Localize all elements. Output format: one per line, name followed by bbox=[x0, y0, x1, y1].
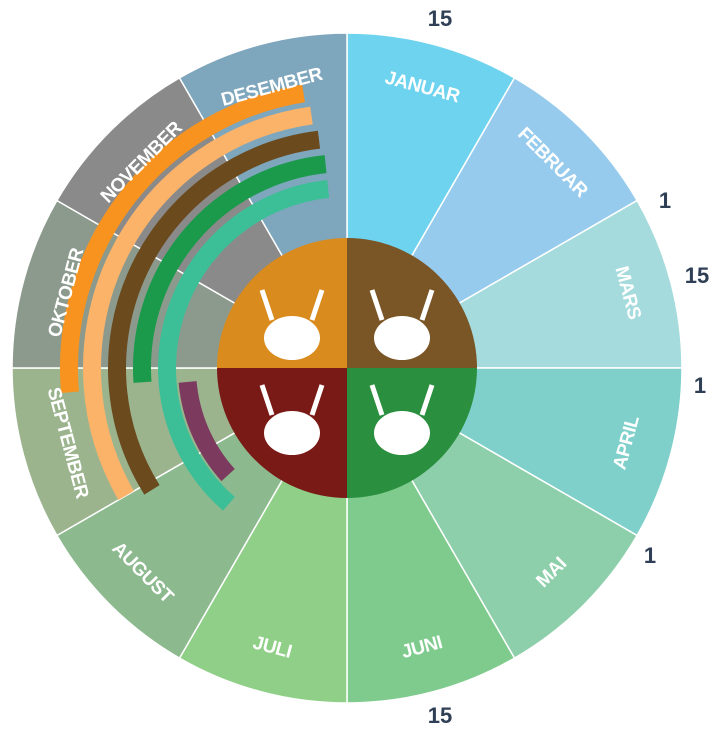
animal-silhouette bbox=[264, 411, 320, 455]
edge-label: 1 bbox=[659, 188, 671, 213]
edge-label: 1 bbox=[694, 373, 706, 398]
edge-label: 1 bbox=[644, 543, 656, 568]
edge-label: 15 bbox=[428, 6, 452, 31]
season-wheel: JANUARFEBRUARMARSAPRILMAIJUNIJULIAUGUSTS… bbox=[0, 0, 710, 731]
animal-silhouette bbox=[374, 316, 430, 360]
animal-silhouette bbox=[264, 316, 320, 360]
edge-label: 15 bbox=[685, 263, 709, 288]
page: JANUARFEBRUARMARSAPRILMAIJUNIJULIAUGUSTS… bbox=[0, 0, 710, 731]
hub bbox=[217, 238, 477, 498]
edge-label: 15 bbox=[428, 703, 452, 728]
animal-silhouette bbox=[374, 411, 430, 455]
